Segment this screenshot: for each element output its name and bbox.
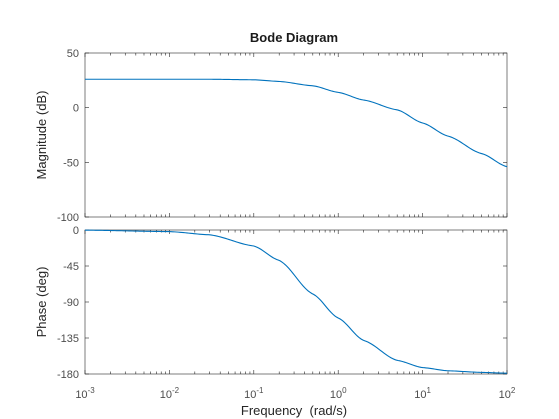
x-tick-label: 10-3 — [75, 386, 95, 401]
phase-panel: 0 -45 -90 -135 -180 Phase (deg) — [34, 225, 508, 381]
y-tick-label: -50 — [63, 157, 79, 169]
x-tick-label: 100 — [330, 386, 347, 401]
y-tick-label: 0 — [73, 103, 79, 115]
chart-title: Bode Diagram — [250, 30, 338, 45]
magnitude-panel: 50 0 -50 -100 Magnitude (dB) — [34, 48, 508, 224]
y-tick-label: -180 — [57, 369, 79, 381]
y-tick-label: -90 — [63, 297, 79, 309]
y-tick-label: 50 — [67, 48, 79, 60]
x-tick-label: 10-1 — [244, 386, 264, 401]
y-tick-label: -135 — [57, 333, 79, 345]
y-tick-label: -100 — [57, 212, 79, 224]
magnitude-series-line — [85, 78, 508, 168]
x-tick-label: 102 — [499, 386, 516, 401]
plot-area — [84, 229, 508, 375]
x-axis-label: Frequency (rad/s) — [241, 403, 347, 418]
magnitude-axis-label: Magnitude (dB) — [34, 91, 49, 180]
y-tick-label: 0 — [73, 225, 79, 237]
x-tick-label: 10-2 — [160, 386, 180, 401]
phase-axis-label: Phase (deg) — [34, 267, 49, 338]
phase-series-line — [84, 229, 508, 374]
plot-area — [84, 52, 508, 218]
y-tick-label: -45 — [63, 261, 79, 273]
x-tick-label: 101 — [414, 386, 431, 401]
